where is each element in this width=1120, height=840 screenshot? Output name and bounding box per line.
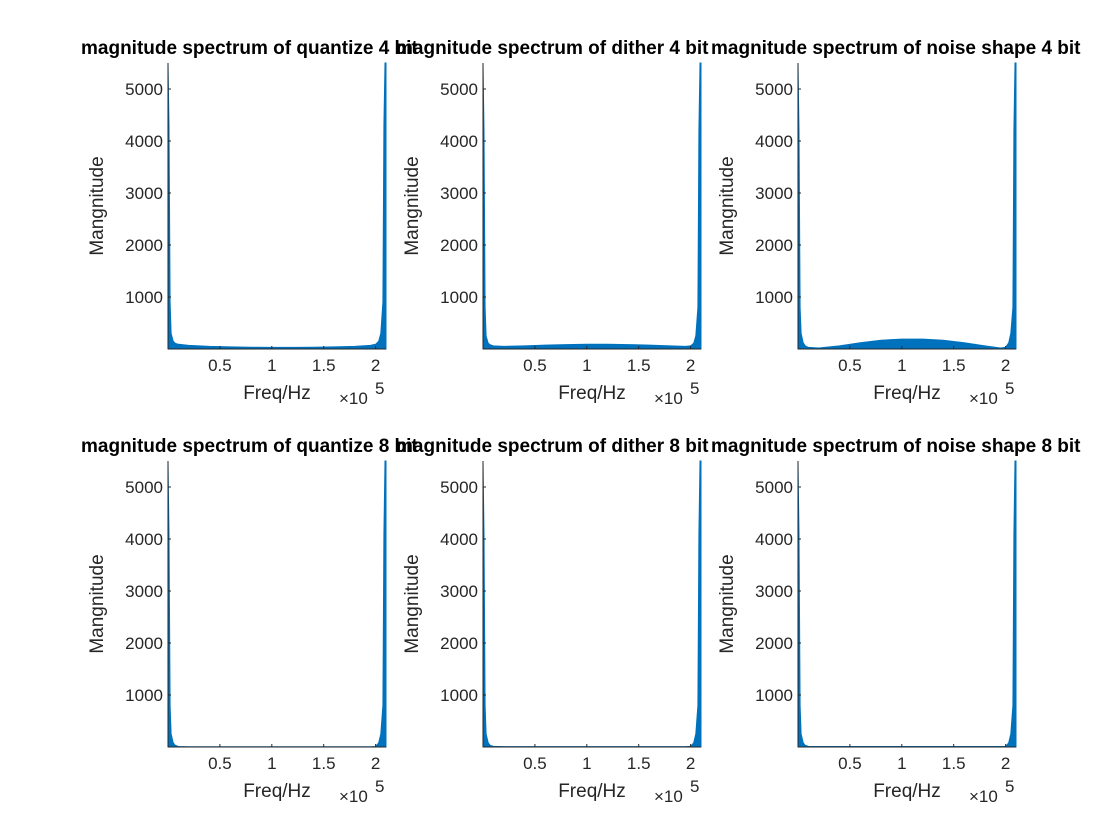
x-tick-label: 0.5: [523, 356, 547, 375]
x-exponent-power: 5: [1005, 777, 1014, 796]
spectrum-area: [167, 460, 387, 748]
x-tick-label: 0.5: [208, 356, 232, 375]
x-exponent-power: 5: [375, 777, 384, 796]
y-tick-label: 4000: [440, 132, 478, 151]
x-exponent-label: ×10: [654, 787, 683, 806]
x-tick-label: 1.5: [627, 754, 651, 773]
x-tick-label: 2: [1001, 356, 1010, 375]
x-tick-label: 2: [686, 754, 695, 773]
x-axis-label: Freq/Hz: [873, 383, 941, 404]
x-exponent-power: 5: [375, 379, 384, 398]
subplot-6: 0.5 1 1.5 2 1000 2000 3000 4000 5000 Freq/Hz ×10 5 M…: [711, 436, 1081, 806]
x-tick-label: 0.5: [838, 754, 862, 773]
y-tick-label: 2000: [125, 634, 163, 653]
y-tick-label: 3000: [125, 184, 163, 203]
y-tick-label: 1000: [755, 686, 793, 705]
y-tick-label: 1000: [755, 288, 793, 307]
y-tick-label: 5000: [440, 80, 478, 99]
spectrum-area: [167, 62, 387, 350]
x-tick-label: 1: [267, 356, 276, 375]
x-axis-label: Freq/Hz: [558, 383, 626, 404]
y-tick-label: 2000: [755, 634, 793, 653]
x-tick-label: 0.5: [523, 754, 547, 773]
y-tick-label: 5000: [125, 80, 163, 99]
y-tick-label: 1000: [125, 686, 163, 705]
y-axis-label: Mangnitude: [87, 554, 108, 653]
y-tick-label: 4000: [755, 132, 793, 151]
y-tick-label: 4000: [125, 132, 163, 151]
x-exponent-power: 5: [690, 379, 699, 398]
x-tick-label: 0.5: [838, 356, 862, 375]
x-axis-label: Freq/Hz: [243, 383, 311, 404]
y-tick-label: 3000: [440, 184, 478, 203]
plot-title: magnitude spectrum of dither 4 bit: [396, 38, 709, 59]
x-exponent-label: ×10: [339, 787, 368, 806]
spectrum-area: [482, 62, 702, 350]
y-tick-label: 5000: [125, 478, 163, 497]
x-tick-label: 1.5: [312, 356, 336, 375]
y-axis-label: Mangnitude: [87, 156, 108, 255]
y-axis-label: Mangnitude: [717, 554, 738, 653]
subplot-5: 0.5 1 1.5 2 1000 2000 3000 4000 5000 Freq/Hz ×10 5 M…: [396, 436, 709, 806]
x-tick-label: 2: [1001, 754, 1010, 773]
y-tick-label: 3000: [440, 582, 478, 601]
x-axis-label: Freq/Hz: [873, 781, 941, 802]
x-exponent-label: ×10: [339, 389, 368, 408]
x-exponent-label: ×10: [654, 389, 683, 408]
y-tick-label: 4000: [125, 530, 163, 549]
y-tick-label: 3000: [125, 582, 163, 601]
spectrum-area: [797, 62, 1017, 350]
x-exponent-label: ×10: [969, 787, 998, 806]
y-axis-label: Mangnitude: [717, 156, 738, 255]
x-tick-label: 1: [897, 356, 906, 375]
y-tick-label: 4000: [440, 530, 478, 549]
y-axis-label: Mangnitude: [402, 156, 423, 255]
y-tick-label: 1000: [125, 288, 163, 307]
x-exponent-label: ×10: [969, 389, 998, 408]
x-tick-label: 1.5: [942, 754, 966, 773]
plot-title: magnitude spectrum of quantize 8 bit: [81, 436, 418, 457]
y-axis-label: Mangnitude: [402, 554, 423, 653]
y-tick-label: 2000: [440, 236, 478, 255]
y-tick-label: 4000: [755, 530, 793, 549]
y-tick-label: 2000: [440, 634, 478, 653]
y-tick-label: 2000: [755, 236, 793, 255]
y-tick-label: 5000: [755, 478, 793, 497]
y-tick-label: 2000: [125, 236, 163, 255]
y-tick-label: 5000: [755, 80, 793, 99]
x-tick-label: 1.5: [627, 356, 651, 375]
y-tick-label: 1000: [440, 288, 478, 307]
x-axis-label: Freq/Hz: [558, 781, 626, 802]
x-exponent-power: 5: [1005, 379, 1014, 398]
x-tick-label: 0.5: [208, 754, 232, 773]
x-tick-label: 2: [371, 356, 380, 375]
x-tick-label: 1: [897, 754, 906, 773]
x-tick-label: 1: [582, 356, 591, 375]
y-tick-label: 1000: [440, 686, 478, 705]
subplot-1: 0.5 1 1.5 2 1000 2000 3000 4000 5000 Freq/Hz ×10 5 M…: [81, 38, 418, 408]
x-tick-label: 2: [371, 754, 380, 773]
y-tick-label: 5000: [440, 478, 478, 497]
subplot-4: 0.5 1 1.5 2 1000 2000 3000 4000 5000 Freq/Hz ×10 5 M…: [81, 436, 418, 806]
subplot-3: 0.5 1 1.5 2 1000 2000 3000 4000 5000 Freq/Hz ×10 5 M…: [711, 38, 1081, 408]
x-tick-label: 1: [582, 754, 591, 773]
x-tick-label: 2: [686, 356, 695, 375]
spectrum-area: [482, 460, 702, 748]
subplot-2: 0.5 1 1.5 2 1000 2000 3000 4000 5000 Freq/Hz ×10 5 M…: [396, 38, 709, 408]
plot-title: magnitude spectrum of noise shape 8 bit: [711, 436, 1081, 457]
y-tick-label: 3000: [755, 184, 793, 203]
x-tick-label: 1: [267, 754, 276, 773]
x-axis-label: Freq/Hz: [243, 781, 311, 802]
plot-title: magnitude spectrum of noise shape 4 bit: [711, 38, 1081, 59]
plot-title: magnitude spectrum of quantize 4 bit: [81, 38, 418, 59]
x-tick-label: 1.5: [312, 754, 336, 773]
spectrum-area: [797, 460, 1017, 748]
plot-title: magnitude spectrum of dither 8 bit: [396, 436, 709, 457]
x-exponent-power: 5: [690, 777, 699, 796]
x-tick-label: 1.5: [942, 356, 966, 375]
y-tick-label: 3000: [755, 582, 793, 601]
